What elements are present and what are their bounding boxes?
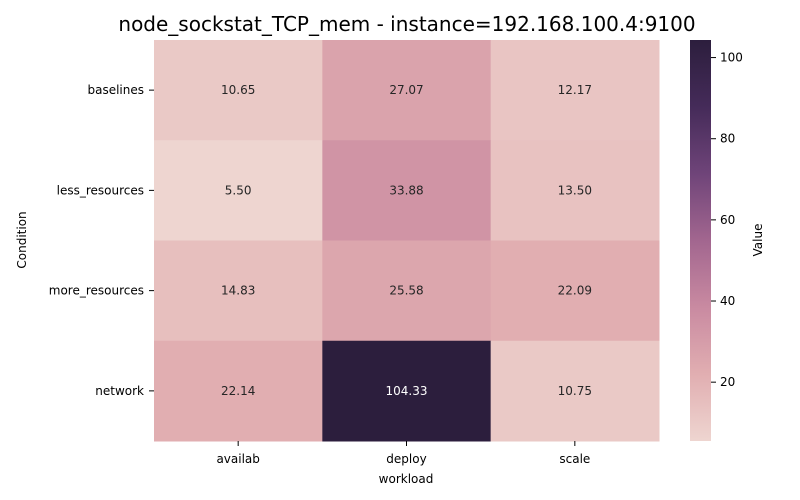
heatmap-cell [490, 140, 660, 241]
x-axis-ticks: availab deploy scale [216, 441, 590, 466]
heatmap-cell [322, 40, 492, 141]
y-axis-ticks: baselines less_resources more_resourcesnet… [49, 83, 154, 398]
heatmap-cell [322, 340, 492, 442]
cell-value-labels: 10.65 27.07 12.17 5.50 33.88 13.50 14.83 25.58 2… [221, 83, 592, 398]
heatmap-cell [154, 40, 323, 141]
cell-value-label: 14.83 [221, 284, 255, 298]
heatmap-cells [154, 40, 660, 442]
cell-value-label: 5.50 [225, 183, 252, 197]
colorbar-tick-label: 100 [720, 51, 743, 65]
y-tick-label: less_resources [57, 183, 144, 197]
colorbar-ticks: 20 40 60 80 100 [711, 51, 743, 389]
cell-value-label: 104.33 [386, 384, 428, 398]
colorbar-label: Value [751, 224, 765, 257]
cell-value-label: 25.58 [389, 284, 423, 298]
cell-value-label: 10.75 [558, 384, 592, 398]
colorbar-tick-label: 80 [720, 132, 735, 146]
heatmap-cell [154, 340, 323, 442]
cell-value-label: 10.65 [221, 83, 255, 97]
x-tick-label: availab [216, 452, 259, 466]
y-tick-label: baselines [87, 83, 144, 97]
colorbar [690, 40, 711, 441]
x-axis-label: workload [379, 472, 434, 486]
y-axis-label: Condition [15, 211, 29, 268]
colorbar-tick-label: 20 [720, 375, 735, 389]
cell-value-label: 22.09 [558, 284, 592, 298]
heatmap-cell [322, 140, 492, 241]
colorbar-tick-label: 40 [720, 294, 735, 308]
heatmap-cell [490, 40, 660, 141]
cell-value-label: 13.50 [558, 183, 592, 197]
cell-value-label: 12.17 [558, 83, 592, 97]
heatmap-cell [154, 240, 323, 342]
x-tick-label: scale [559, 452, 590, 466]
heatmap-cell [490, 340, 660, 442]
cell-value-label: 33.88 [389, 183, 423, 197]
y-tick-label: more_resources [49, 284, 144, 298]
x-tick-label: deploy [386, 452, 426, 466]
heatmap-cell [322, 240, 492, 342]
heatmap-cell [490, 240, 660, 342]
cell-value-label: 27.07 [389, 83, 423, 97]
colorbar-tick-label: 60 [720, 213, 735, 227]
chart-title: node_sockstat_TCP_mem - instance=192.168… [118, 12, 695, 36]
y-tick-label: network [95, 384, 144, 398]
cell-value-label: 22.14 [221, 384, 255, 398]
heatmap-cell [154, 140, 323, 241]
